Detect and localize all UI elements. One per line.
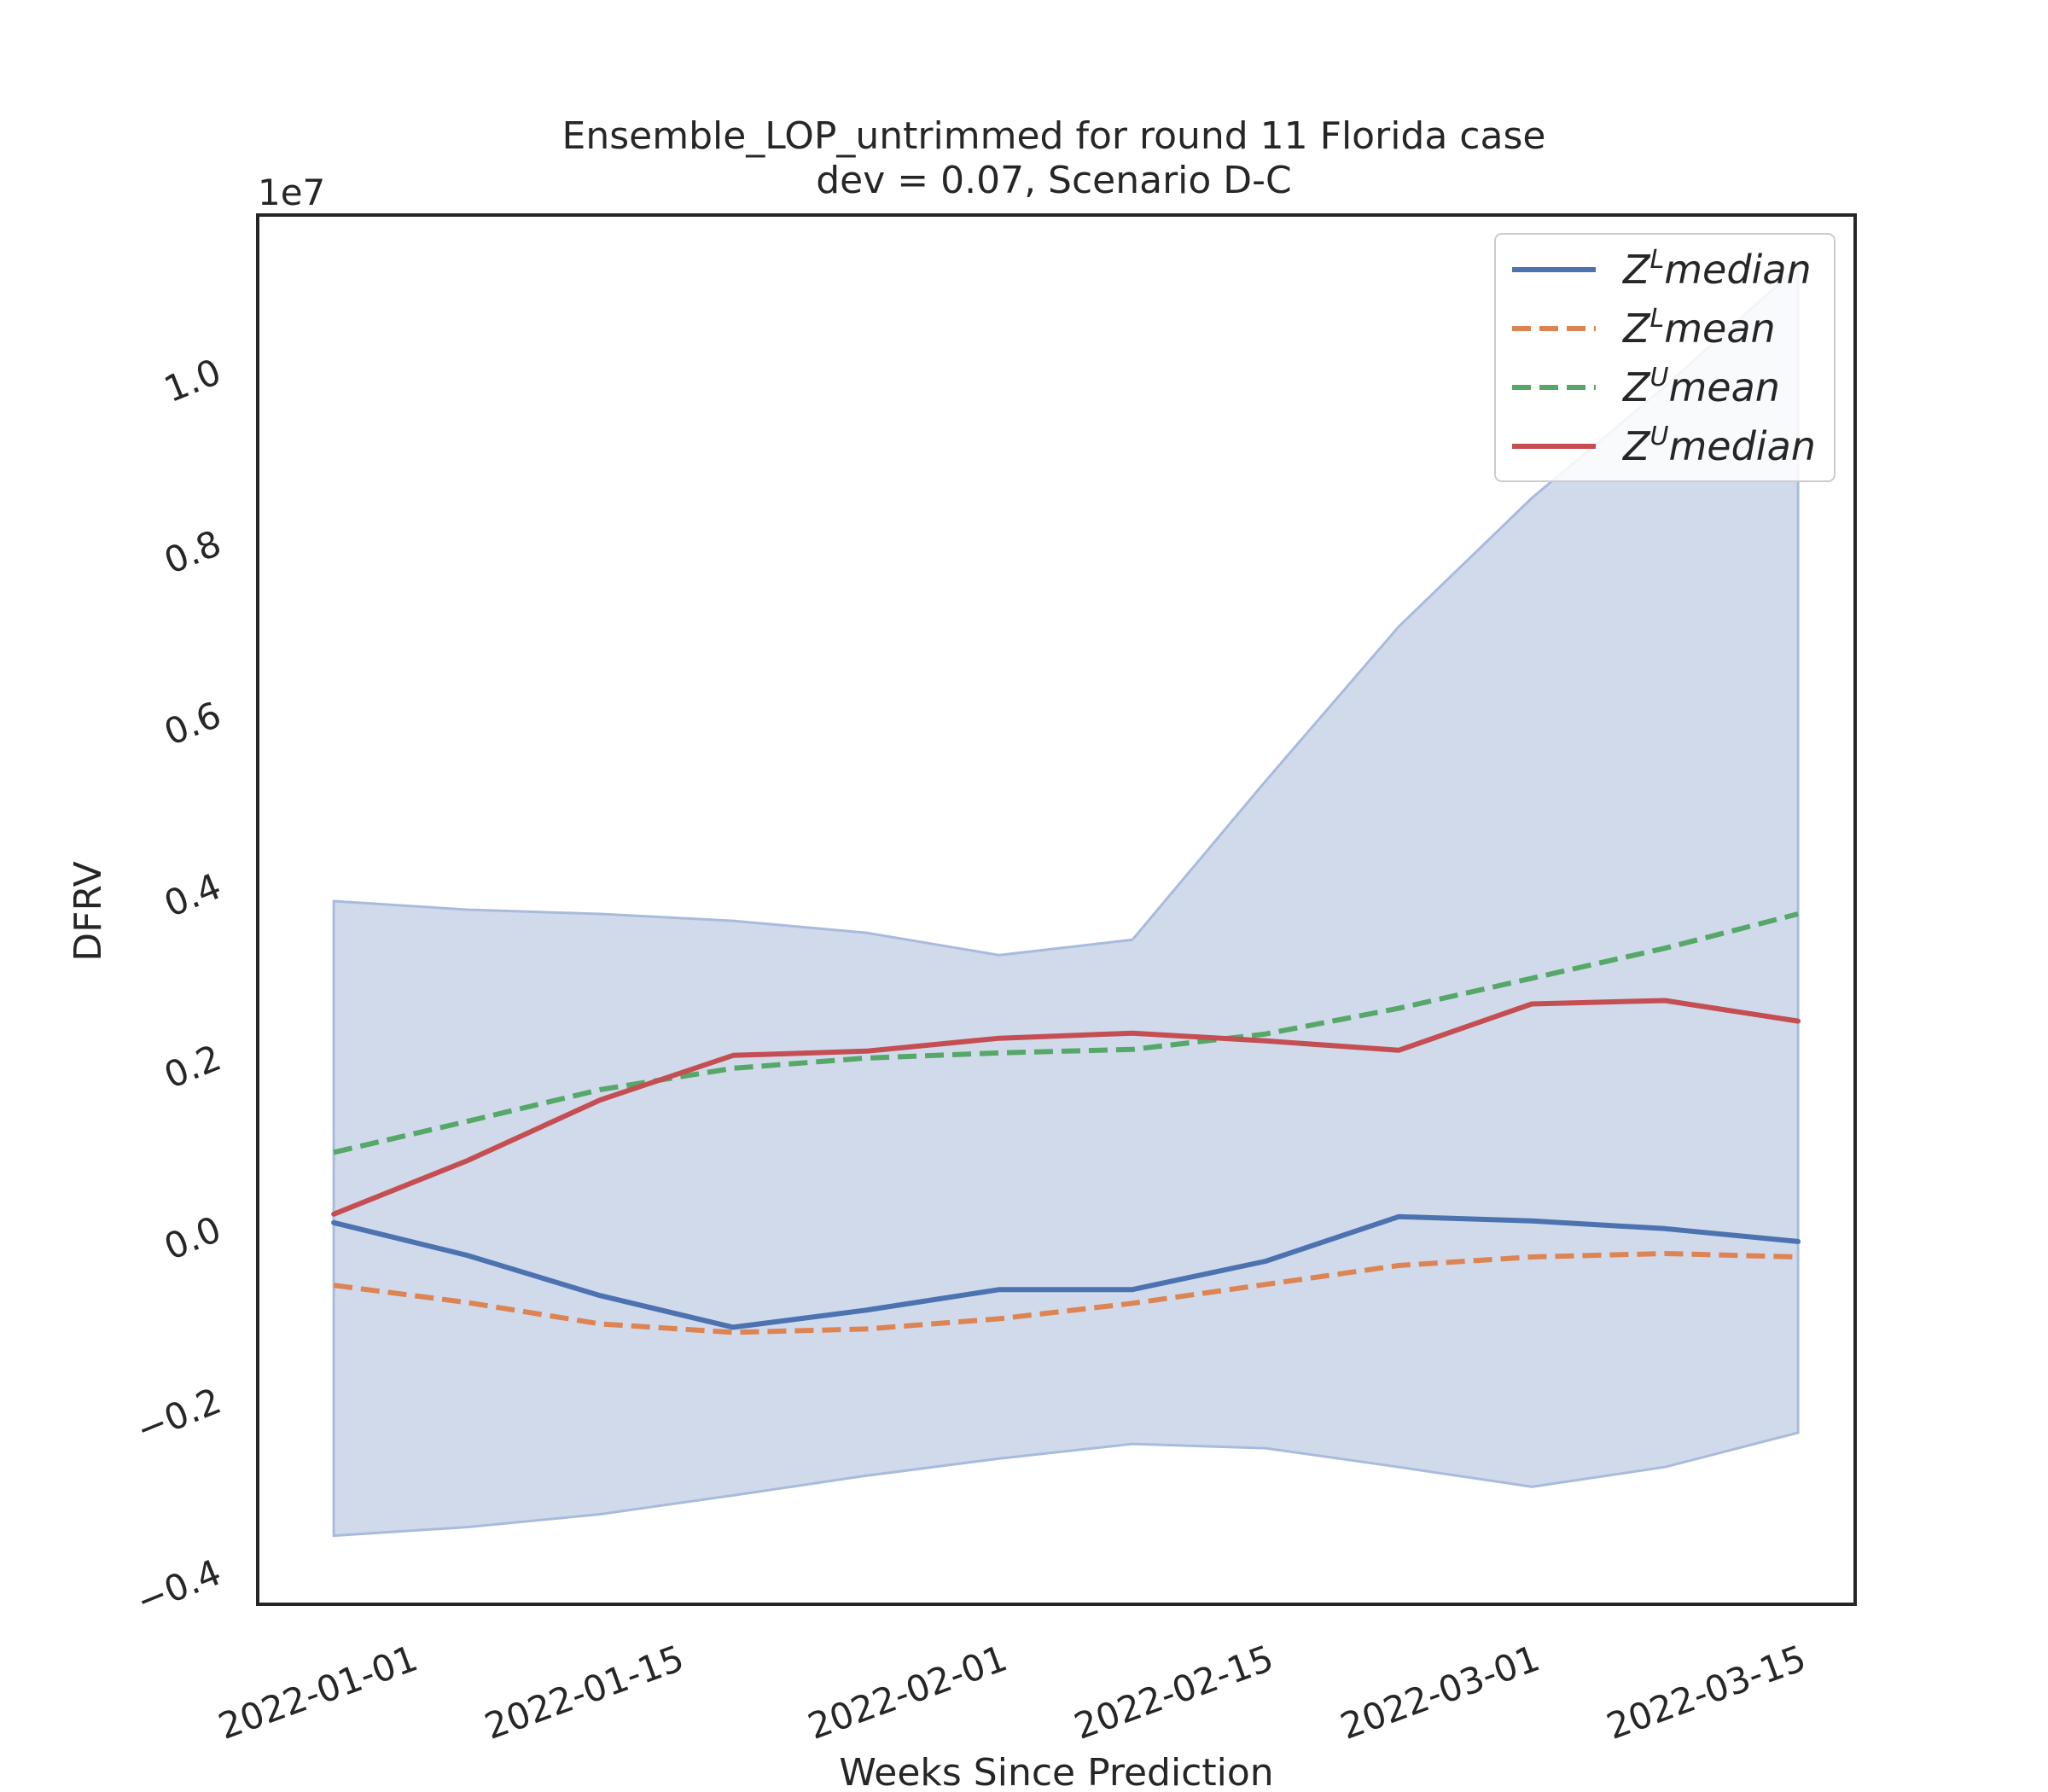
x-tick-label: 2022-02-15 bbox=[1068, 1637, 1278, 1748]
legend: ZLmedian ZLmean ZUmean ZUmedian bbox=[1494, 233, 1836, 482]
y-tick-label: 0.4 bbox=[158, 865, 226, 925]
chart-title: Ensemble_LOP_untrimmed for round 11 Flor… bbox=[562, 114, 1546, 158]
y-tick-label: −0.4 bbox=[131, 1551, 227, 1623]
chart-subtitle: dev = 0.07, Scenario D-C bbox=[816, 159, 1292, 202]
y-tick-label: 0.8 bbox=[158, 522, 226, 582]
x-axis-label: Weeks Since Prediction bbox=[839, 1751, 1273, 1792]
legend-label: ZLmedian bbox=[1621, 245, 1812, 293]
x-tick-labels: 2022-01-01 2022-01-15 2022-02-01 2022-02-15… bbox=[213, 1637, 1812, 1748]
y-tick-labels: −0.4 −0.2 0.0 0.2 0.4 0.6 0.8 1.0 bbox=[131, 351, 227, 1623]
series-layer bbox=[331, 911, 1801, 1335]
legend-label: ZUmedian bbox=[1621, 422, 1816, 469]
series-line-zu-median bbox=[331, 998, 1801, 1217]
y-tick-label: 1.0 bbox=[158, 351, 226, 410]
x-tick-label: 2022-03-15 bbox=[1601, 1637, 1811, 1748]
x-tick-label: 2022-03-01 bbox=[1335, 1637, 1545, 1748]
y-tick-label: −0.2 bbox=[131, 1380, 227, 1452]
legend-frame bbox=[1494, 233, 1836, 482]
series-line-zu-mean bbox=[333, 911, 1799, 1155]
x-tick-label: 2022-01-15 bbox=[480, 1637, 689, 1748]
legend-label: ZUmean bbox=[1621, 363, 1780, 410]
series-line-zl-mean bbox=[333, 1251, 1799, 1335]
y-axis-label: DFRV bbox=[67, 861, 110, 961]
x-tick-label: 2022-01-01 bbox=[213, 1637, 423, 1748]
y-scale-label: 1e7 bbox=[258, 172, 325, 213]
plot-frame bbox=[256, 213, 1857, 1606]
x-tick-label: 2022-02-01 bbox=[802, 1637, 1012, 1748]
series-line-zl-median bbox=[331, 1213, 1801, 1330]
y-tick-label: 0.2 bbox=[158, 1037, 226, 1097]
y-tick-label: 0.0 bbox=[158, 1208, 226, 1268]
y-tick-label: 0.6 bbox=[158, 694, 226, 753]
legend-label: ZLmean bbox=[1621, 304, 1776, 352]
